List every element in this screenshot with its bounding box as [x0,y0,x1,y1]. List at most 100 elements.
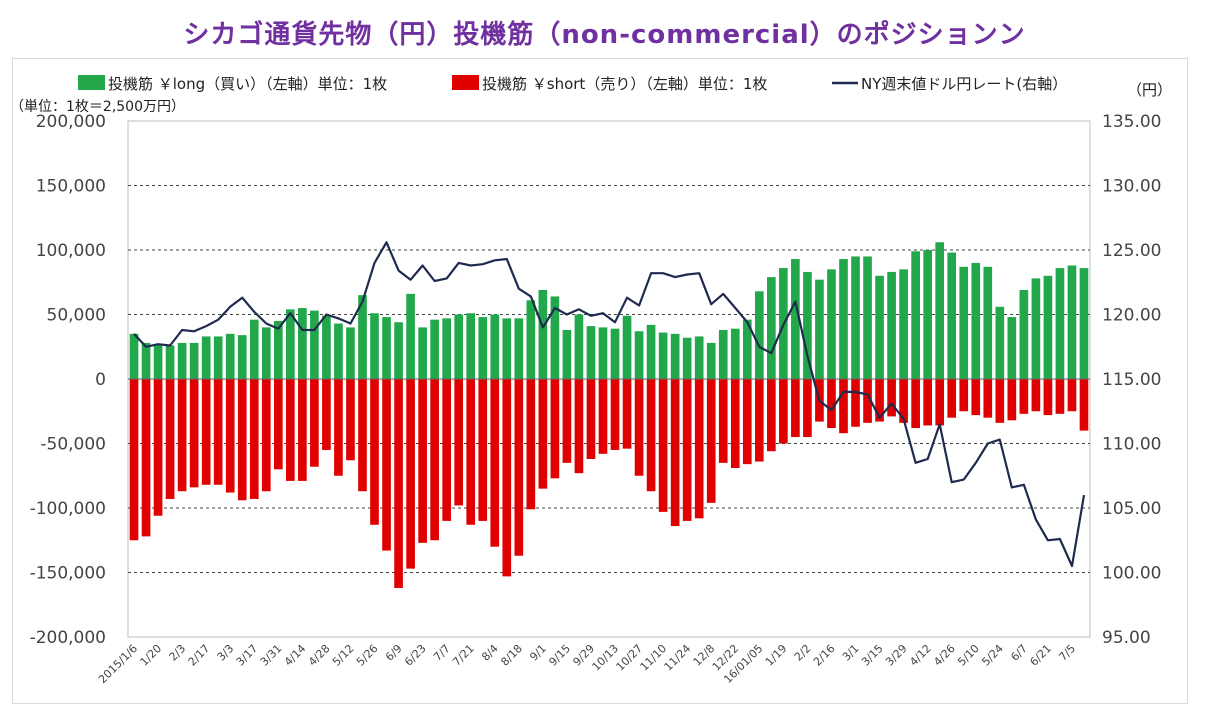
long-bar [935,242,945,379]
x-tick-label: 2/17 [186,642,213,669]
short-bar [947,379,957,418]
long-bar [225,333,235,379]
short-bar [1043,379,1053,416]
y-right-unit-label: （円） [1127,81,1172,99]
short-bar [430,379,439,541]
long-bar [742,319,752,379]
long-bar [382,317,391,379]
x-tick-label: 6/21 [1027,642,1054,669]
x-tick-label: 2/2 [792,642,814,664]
long-bar [682,337,692,379]
x-tick-label: 4/12 [907,642,934,669]
x-tick-label: 3/15 [859,642,886,669]
long-bar [273,320,283,379]
short-bar [394,379,403,588]
x-tick-label: 4/26 [931,642,958,669]
y-right-tick-label: 130.00 [1102,177,1161,197]
short-bar [779,379,788,444]
long-bar [526,300,536,379]
short-bar [514,379,524,556]
long-bar [189,342,199,379]
short-bar [454,379,464,506]
short-bar [129,379,139,541]
x-tick-label: 7/21 [450,642,477,669]
x-tick-label: 8/18 [498,642,525,669]
long-bar [490,314,500,379]
short-bar [754,379,764,462]
y-right-tick-label: 120.00 [1102,306,1161,326]
long-bar [911,251,920,379]
long-bar [562,329,572,379]
long-bar [514,318,524,379]
long-bar [129,333,139,379]
long-bar [767,277,776,379]
legend-swatch-long [78,75,105,90]
long-bar [466,313,476,379]
long-bar [1067,265,1077,379]
y-right-tick-label: 110.00 [1102,435,1161,455]
short-bar [911,379,920,429]
short-bar [550,379,560,479]
chart-frame [12,58,1188,704]
x-tick-label: 11/24 [662,642,694,674]
x-tick-label: 10/13 [590,642,622,674]
short-bar [502,379,512,577]
short-bar [851,379,860,427]
short-bar [827,379,836,429]
long-bar [959,266,969,379]
short-bar [237,379,247,501]
long-bar [1043,275,1053,379]
short-bar [334,379,343,476]
long-bar [718,329,728,379]
long-bar [586,326,596,379]
short-bar [261,379,271,492]
short-bar [839,379,848,434]
y-left-tick-label: 150,000 [36,177,106,197]
legend-label-short: 投機筋 ￥short（売り）（左軸）単位：1枚 [482,75,767,93]
y-left-tick-label: -100,000 [30,499,106,519]
short-bar [803,379,812,438]
short-bar [273,379,283,470]
x-tick-label: 6/23 [402,642,429,669]
short-bar [1007,379,1017,421]
short-bar [249,379,259,499]
long-bar [310,310,319,379]
short-bar [213,379,223,485]
long-bar [249,319,259,379]
long-bar [418,327,427,379]
short-bar [935,379,945,426]
y-left-tick-label: 0 [95,370,106,390]
short-bar [370,379,379,525]
y-left-tick-label: -50,000 [40,435,106,455]
long-bar [1031,278,1041,379]
short-bar [141,379,151,537]
short-bar [322,379,331,450]
long-bar [322,315,331,379]
chart-title: シカゴ通貨先物（円）投機筋（non-commercial）のポジションン [183,20,1026,50]
short-bar [610,379,620,450]
short-bar [406,379,415,569]
short-bar [706,379,716,503]
y-right-tick-label: 125.00 [1102,241,1161,261]
y-left-tick-label: 50,000 [47,306,106,326]
long-bar [538,289,548,379]
long-bar [394,322,403,379]
short-bar [923,379,932,426]
x-tick-label: 3/29 [883,642,910,669]
short-bar [189,379,199,488]
long-bar [863,256,872,379]
short-bar [1055,379,1065,414]
short-bar [791,379,800,438]
short-bar [177,379,187,492]
short-bar [225,379,235,493]
long-bar [923,250,932,379]
x-tick-label: 6/9 [383,642,405,664]
short-bar [863,379,872,423]
long-bar [430,319,439,379]
long-bar [694,336,704,379]
x-tick-label: 1/19 [763,642,790,669]
short-bar [1031,379,1041,412]
long-bar [141,342,151,379]
short-bar [442,379,451,521]
